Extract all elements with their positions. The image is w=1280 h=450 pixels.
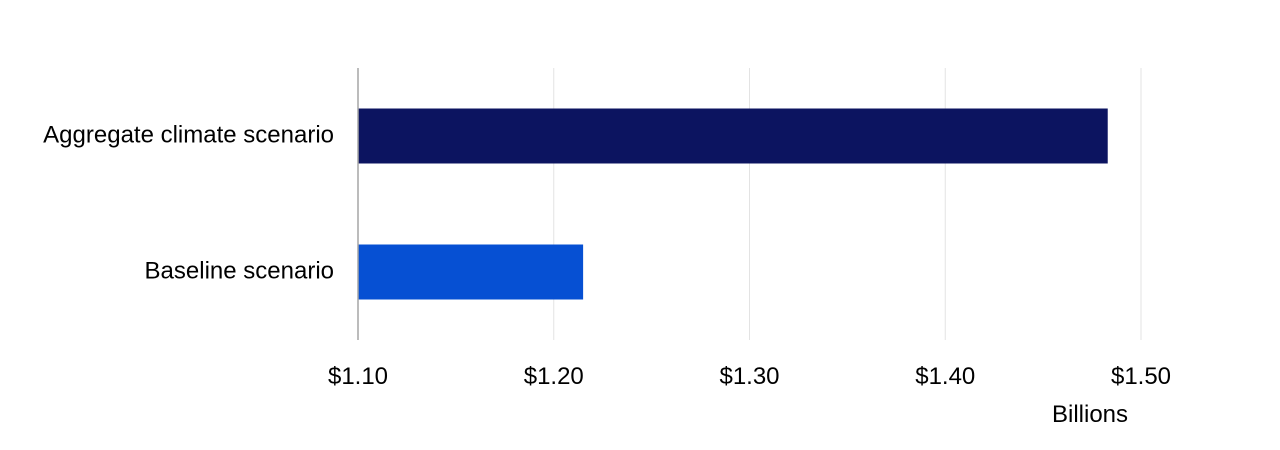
category-label: Baseline scenario <box>145 257 334 284</box>
bar-aggregate-climate-scenario <box>358 108 1108 164</box>
x-unit-label: Billions <box>1052 401 1128 428</box>
bars <box>358 108 1108 300</box>
x-tick-label: $1.40 <box>915 363 975 390</box>
x-tick-labels: $1.10 $1.20 $1.30 $1.40 $1.50 <box>328 363 1171 390</box>
x-tick-label: $1.50 <box>1111 363 1171 390</box>
x-tick-label: $1.10 <box>328 363 388 390</box>
x-tick-label: $1.30 <box>719 363 779 390</box>
category-label: Aggregate climate scenario <box>43 121 334 148</box>
bar-baseline-scenario <box>358 244 584 300</box>
category-labels: Aggregate climate scenario Baseline scena… <box>43 121 334 284</box>
x-tick-label: $1.20 <box>524 363 584 390</box>
